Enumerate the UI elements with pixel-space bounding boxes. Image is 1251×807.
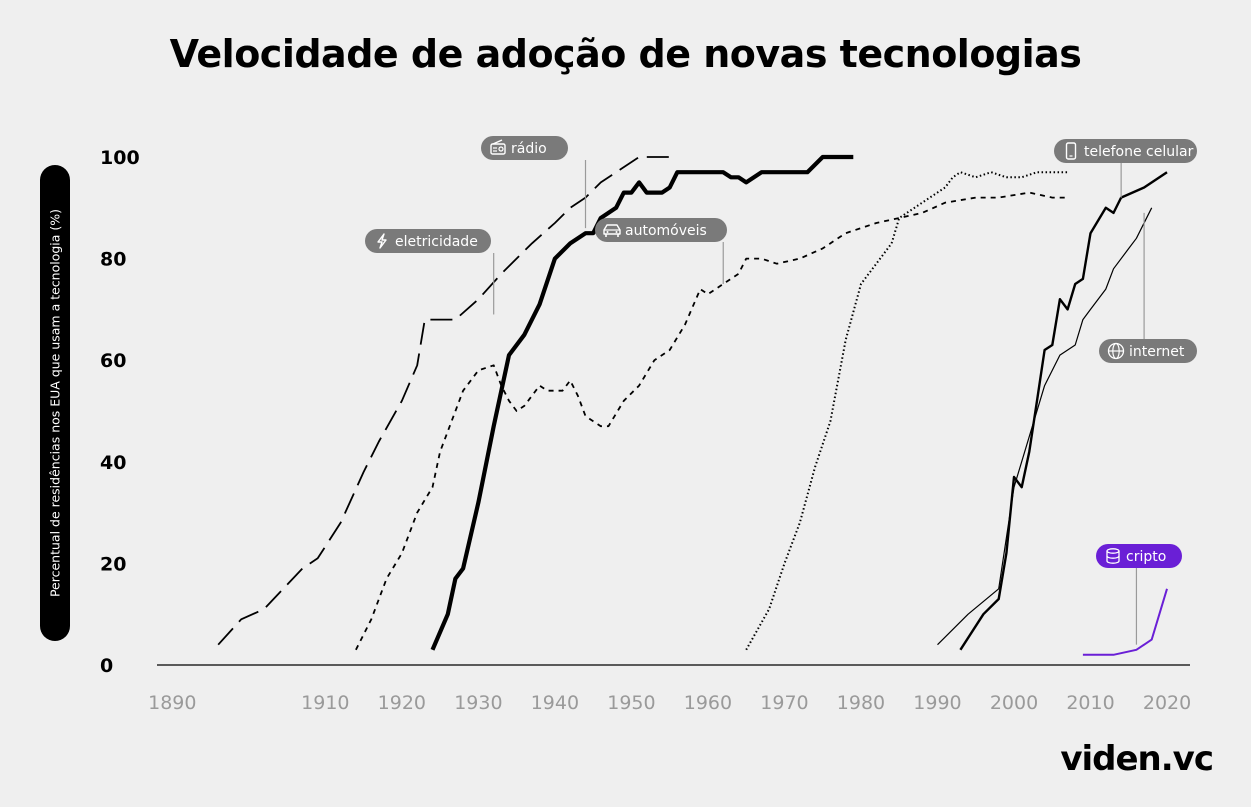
annotation-label: cripto [1126, 549, 1166, 565]
annotation-pill [1054, 139, 1197, 163]
series-line-6 [1082, 588, 1168, 656]
annotation-pill [365, 229, 491, 253]
x-tick-label: 1970 [760, 692, 808, 714]
y-tick-label: 20 [100, 553, 126, 575]
y-axis-label-pill [40, 165, 70, 641]
x-tick-label: 1890 [148, 692, 196, 714]
x-axis-ticks: 1890 1910 1920 1930 1940 1950 1960 1970 1980 1990… [148, 692, 1191, 714]
x-tick-label: 1940 [531, 692, 579, 714]
x-tick-label: 1920 [378, 692, 426, 714]
viden-logo: viden.vc [1060, 739, 1214, 779]
phone-icon [1065, 142, 1077, 160]
x-tick-label: 1960 [684, 692, 732, 714]
annotation-label: internet [1129, 344, 1185, 360]
annotation-4: internet [1099, 212, 1197, 363]
annotation-5: cripto [1096, 544, 1182, 645]
series-line-3 [745, 171, 1068, 651]
series-layer [217, 154, 1168, 656]
x-tick-label: 1910 [301, 692, 349, 714]
annotations-layer: eletricidade rádio automóveis telefone celu… [365, 136, 1197, 645]
annotation-0: eletricidade [365, 229, 495, 315]
series-line-5 [937, 207, 1153, 646]
bolt-icon [377, 233, 387, 249]
annotation-label: telefone celular [1084, 144, 1194, 160]
globe-icon [1107, 342, 1125, 360]
x-tick-label: 2000 [990, 692, 1038, 714]
y-tick-label: 100 [100, 147, 140, 169]
series-line-2 [355, 191, 1068, 651]
car-icon [603, 224, 621, 237]
annotation-3: telefone celular [1054, 139, 1197, 198]
y-tick-label: 40 [100, 452, 126, 474]
database-icon [1106, 548, 1120, 564]
annotation-1: rádio [481, 136, 587, 229]
annotation-label: automóveis [625, 223, 707, 239]
y-tick-label: 60 [100, 350, 126, 372]
y-tick-label: 0 [100, 655, 113, 677]
annotation-label: rádio [511, 141, 547, 157]
series-line-4 [959, 171, 1168, 651]
x-tick-label: 1950 [607, 692, 655, 714]
x-tick-label: 1930 [454, 692, 502, 714]
x-tick-label: 1990 [913, 692, 961, 714]
annotation-2: automóveis [595, 218, 727, 284]
x-tick-label: 2010 [1066, 692, 1114, 714]
annotation-pill [1099, 339, 1197, 363]
radio-icon [490, 139, 506, 155]
annotation-pill [595, 218, 727, 242]
series-line-1 [430, 154, 854, 651]
chart-title: Velocidade de adoção de novas tecnologia… [169, 32, 1082, 76]
series-line-0 [217, 156, 670, 646]
y-tick-label: 80 [100, 249, 126, 271]
x-tick-label: 2020 [1143, 692, 1191, 714]
annotation-label: eletricidade [395, 234, 478, 250]
x-tick-label: 1980 [837, 692, 885, 714]
y-axis-ticks: 0 20 40 60 80 100 [100, 147, 140, 677]
